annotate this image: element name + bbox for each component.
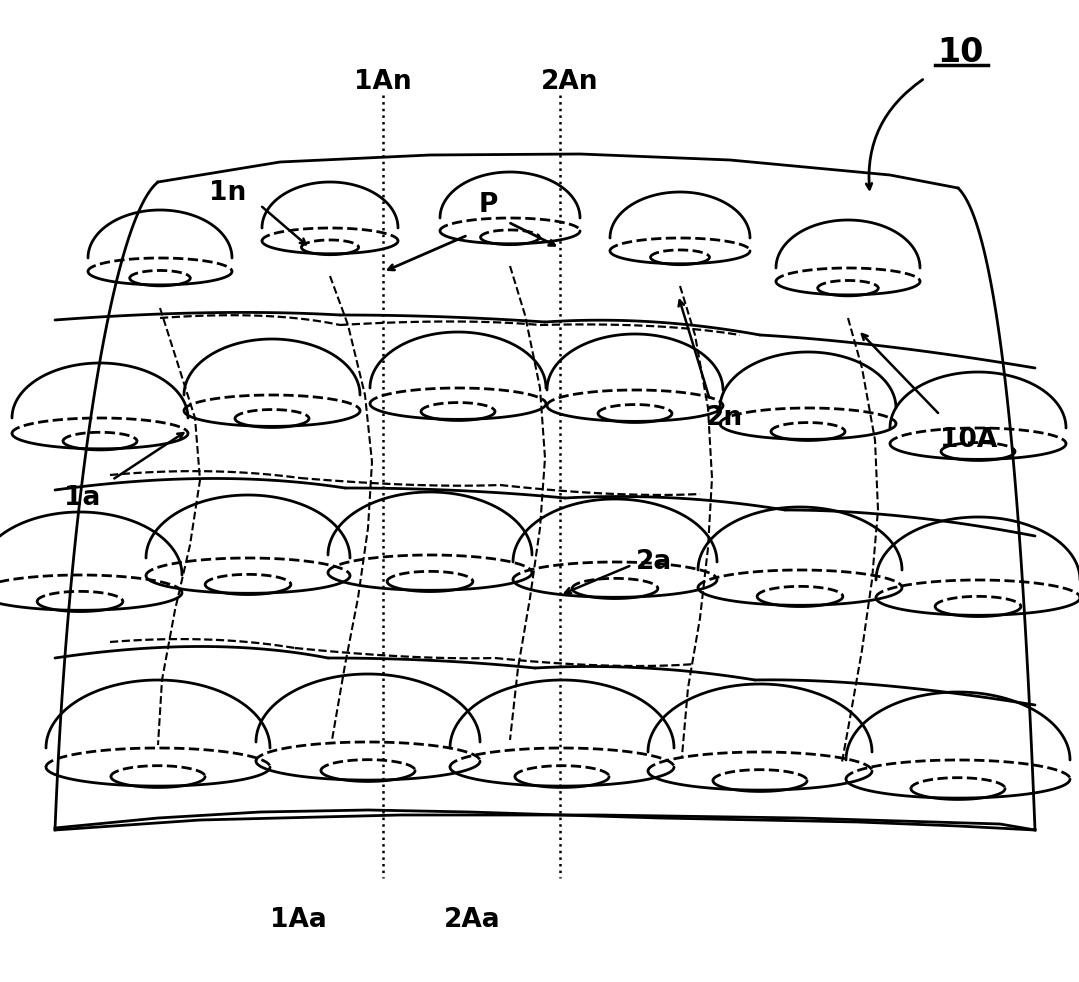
Text: 10: 10 xyxy=(937,35,983,69)
Text: 2a: 2a xyxy=(636,549,672,575)
Text: 2An: 2An xyxy=(542,69,599,95)
Text: 1a: 1a xyxy=(64,485,100,511)
Text: 1n: 1n xyxy=(209,180,247,206)
Text: P: P xyxy=(478,192,497,218)
Text: 10A: 10A xyxy=(940,427,997,453)
Text: 1An: 1An xyxy=(354,69,412,95)
Text: 2Aa: 2Aa xyxy=(443,907,501,933)
Text: 1Aa: 1Aa xyxy=(270,907,326,933)
Text: 2n: 2n xyxy=(706,405,743,431)
